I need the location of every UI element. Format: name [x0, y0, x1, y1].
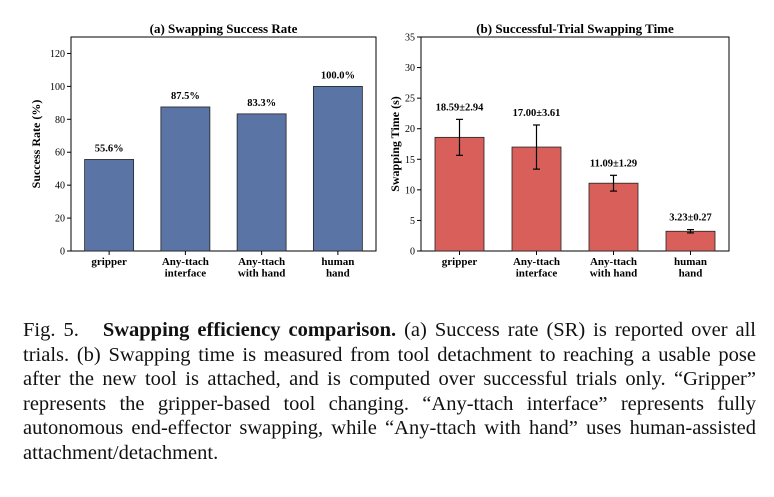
- bar: [312, 85, 363, 252]
- y-tick-label: 10: [405, 185, 415, 196]
- y-tick-label: 80: [55, 115, 65, 126]
- data-label: 100.0%: [321, 70, 355, 81]
- bar: [665, 230, 716, 252]
- x-tick-label: Any-ttach: [162, 256, 209, 268]
- x-tick-label: human: [674, 256, 707, 268]
- y-tick-label: 35: [405, 33, 415, 44]
- data-label: 17.00±3.61: [513, 108, 561, 119]
- y-tick-label: 30: [405, 63, 415, 74]
- bar: [160, 106, 211, 252]
- caption-bold-title: Swapping efficiency comparison.: [102, 319, 397, 341]
- bar: [236, 113, 287, 252]
- x-tick-label: with hand: [238, 268, 285, 280]
- plot-frame: [420, 36, 730, 252]
- data-label: 83.3%: [247, 98, 276, 109]
- x-tick-label: Any-ttach: [590, 256, 637, 268]
- chart-title: (b) Successful-Trial Swapping Time: [476, 21, 674, 36]
- y-tick-label: 120: [50, 49, 65, 60]
- chart-swapping-time: (b) Successful-Trial Swapping Time 0 5 10 15…: [388, 21, 730, 280]
- figure-charts: (a) Swapping Success Rate020406080100120…: [29, 21, 730, 280]
- chart-title: (a) Swapping Success Rate: [150, 21, 298, 36]
- caption-fig-label: Fig. 5.: [23, 319, 79, 341]
- y-tick-label: 40: [55, 181, 65, 192]
- x-tick-label: interface: [165, 268, 207, 280]
- data-label: 18.59±2.94: [436, 102, 485, 113]
- y-tick-label: 25: [405, 94, 415, 105]
- data-label: 55.6%: [95, 143, 124, 154]
- x-tick-label: hand: [679, 268, 703, 280]
- x-tick-label: hand: [326, 268, 350, 280]
- y-axis-label: Success Rate (%): [29, 100, 43, 189]
- data-label: 3.23±0.27: [669, 213, 712, 224]
- chart-success-rate: (a) Swapping Success Rate 0 20 40 60 80 100 120…: [29, 21, 377, 280]
- x-tick-label: Any-ttach: [238, 256, 285, 268]
- y-tick-label: 20: [55, 214, 65, 225]
- y-tick-label: 0: [60, 247, 65, 258]
- bar: [434, 136, 485, 252]
- y-tick-label: 100: [50, 82, 65, 93]
- x-tick-label: Any-ttach: [513, 256, 560, 268]
- x-tick-label: gripper: [442, 256, 478, 268]
- caption-text: (a) Success rate (SR) is reported over a…: [23, 319, 757, 464]
- figure-caption: Fig. 5. Swapping efficiency comparison. …: [23, 318, 756, 466]
- x-tick-label: interface: [516, 268, 558, 280]
- x-tick-label: with hand: [590, 268, 637, 280]
- data-label: 11.09±1.29: [590, 158, 637, 169]
- y-tick-label: 15: [405, 155, 415, 166]
- x-tick-label: gripper: [91, 256, 127, 268]
- bar: [84, 159, 135, 252]
- plot-frame: [70, 36, 377, 252]
- data-label: 87.5%: [171, 91, 200, 102]
- bar: [588, 182, 639, 252]
- y-tick-label: 60: [55, 148, 65, 159]
- y-axis-label: Swapping Time (s): [388, 96, 402, 192]
- x-tick-label: human: [321, 256, 354, 268]
- y-tick-label: 5: [410, 216, 415, 227]
- y-tick-label: 0: [410, 247, 415, 258]
- y-tick-label: 20: [405, 124, 415, 135]
